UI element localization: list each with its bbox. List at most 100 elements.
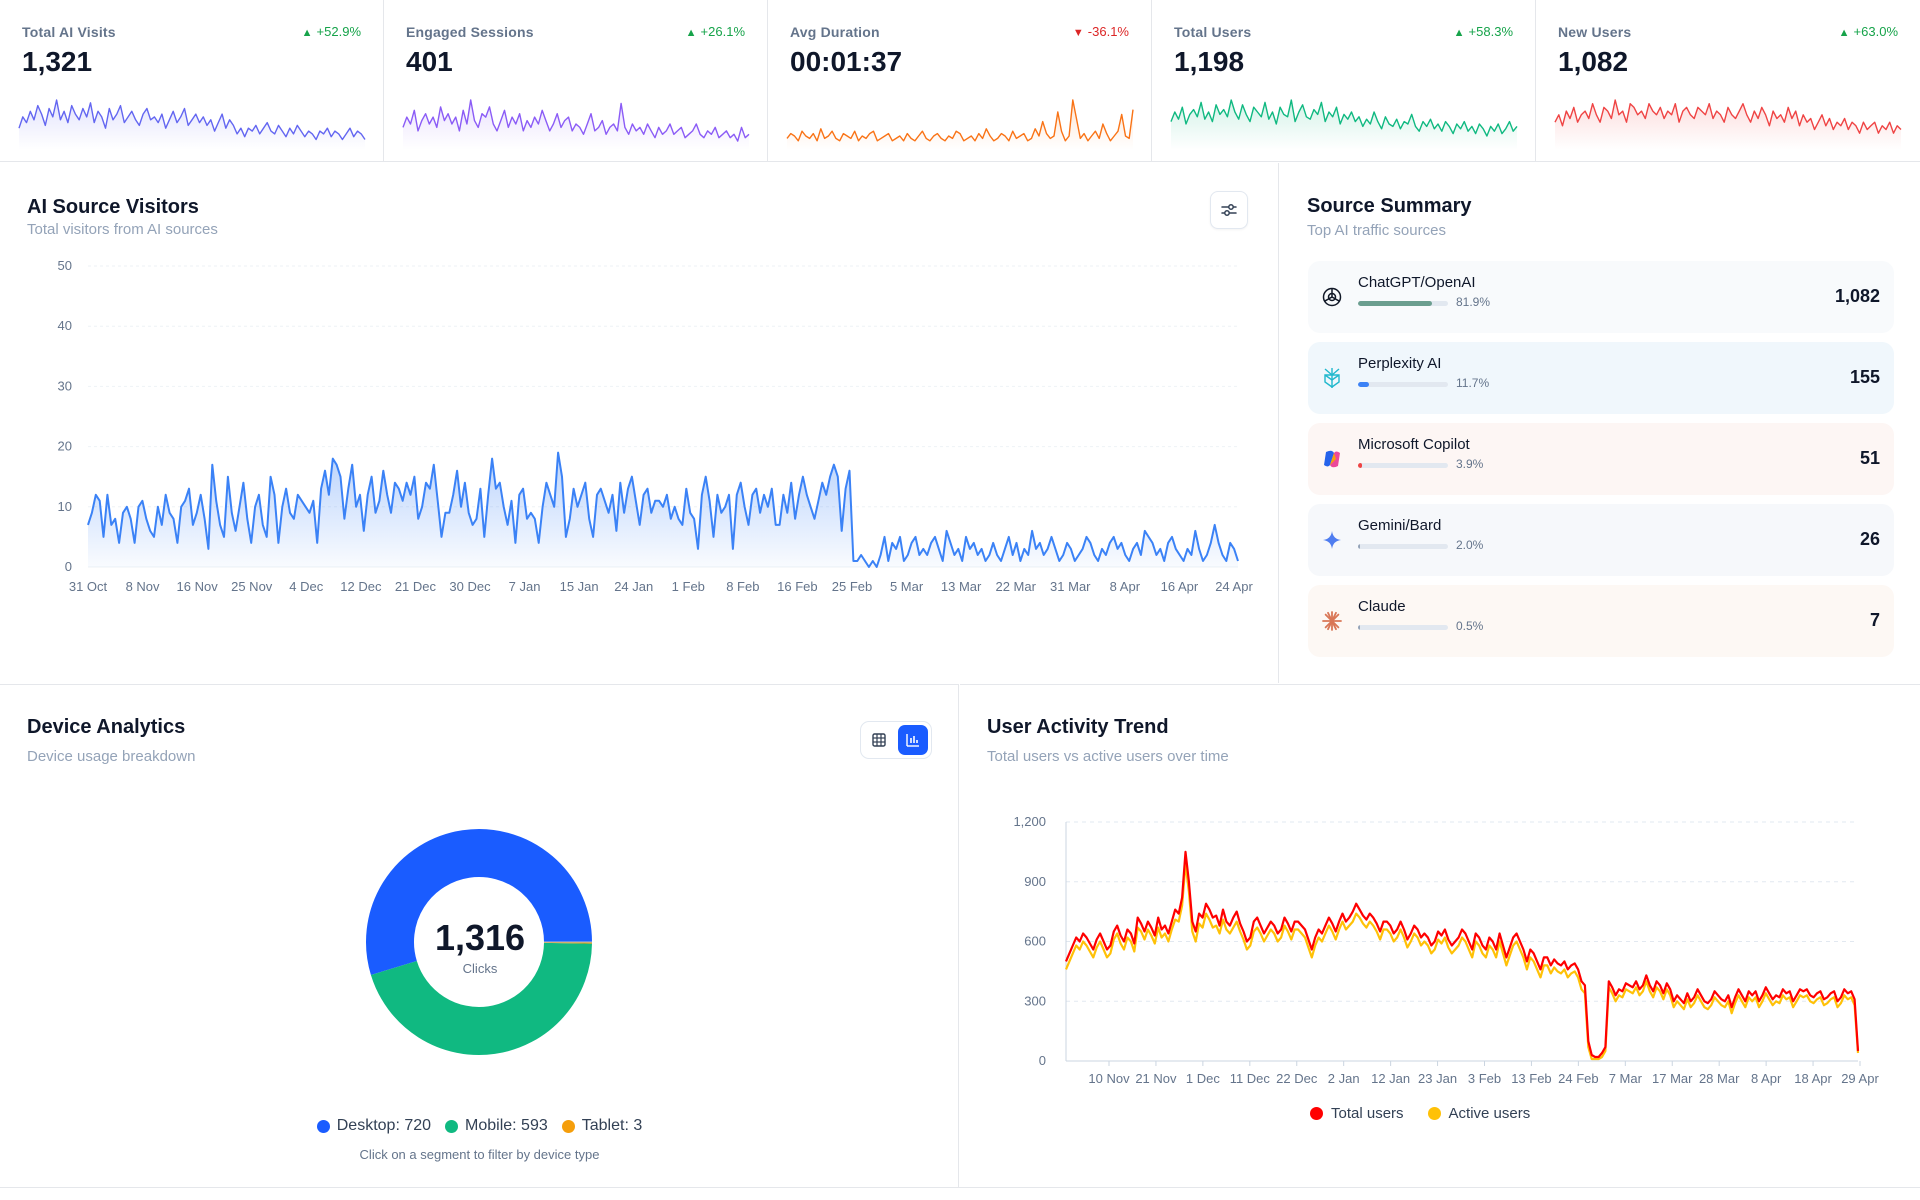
legend-item[interactable]: Desktop: 720 xyxy=(316,1117,432,1135)
trend-up-icon: ▲ xyxy=(685,27,697,39)
panel-subtitle: Total users vs active users over time xyxy=(987,748,1229,765)
x-tick-label: 16 Feb xyxy=(777,579,817,594)
kpi-sparkline xyxy=(18,99,366,150)
x-tick-label: 29 Apr xyxy=(1841,1071,1879,1086)
source-summary-panel: Source Summary Top AI traffic sources Ch… xyxy=(1280,163,1920,683)
kpi-card[interactable]: New Users ▲ +63.0% 1,082 xyxy=(1536,0,1920,162)
x-tick-label: 4 Dec xyxy=(289,579,323,594)
x-tick-label: 7 Mar xyxy=(1609,1071,1643,1086)
kpi-value: 1,198 xyxy=(1174,46,1245,77)
source-share-fill xyxy=(1358,625,1361,630)
kpi-delta-value: -36.1% xyxy=(1087,24,1129,39)
x-tick-label: 12 Jan xyxy=(1371,1071,1410,1086)
view-toggle xyxy=(860,721,932,759)
legend-dot xyxy=(445,1119,459,1133)
y-tick-label: 0 xyxy=(1039,1053,1046,1068)
donut-segment-mobile[interactable] xyxy=(370,942,592,1055)
x-tick-label: 16 Nov xyxy=(177,579,219,594)
legend-label: Desktop: 720 xyxy=(336,1117,432,1134)
source-name: ChatGPT/OpenAI xyxy=(1358,274,1476,291)
chart-view-button[interactable] xyxy=(898,725,928,755)
kpi-card[interactable]: Avg Duration ▼ -36.1% 00:01:37 xyxy=(768,0,1152,162)
source-share-bar xyxy=(1358,544,1448,549)
panel-subtitle: Total visitors from AI sources xyxy=(27,221,218,238)
trend-down-icon: ▼ xyxy=(1072,27,1084,39)
kpi-card[interactable]: Total AI Visits ▲ +52.9% 1,321 xyxy=(0,0,384,162)
kpi-label: Engaged Sessions xyxy=(406,24,534,40)
kpi-delta: ▲ +58.3% xyxy=(1454,24,1513,39)
kpi-sparkline xyxy=(402,99,750,150)
source-name: Microsoft Copilot xyxy=(1358,436,1470,453)
x-tick-label: 3 Feb xyxy=(1468,1071,1501,1086)
kpi-value: 00:01:37 xyxy=(790,46,903,77)
table-view-button[interactable] xyxy=(864,725,894,755)
legend-item[interactable]: Tablet: 3 xyxy=(561,1117,642,1135)
source-share-fill xyxy=(1358,301,1432,306)
donut-segment-desktop[interactable] xyxy=(366,829,592,975)
legend-item[interactable]: Active users xyxy=(1427,1105,1531,1122)
x-tick-label: 12 Dec xyxy=(340,579,382,594)
legend-item[interactable]: Mobile: 593 xyxy=(445,1117,548,1135)
sparkline-area xyxy=(787,100,1133,150)
kpi-card[interactable]: Total Users ▲ +58.3% 1,198 xyxy=(1152,0,1536,162)
sparkline-line xyxy=(1554,99,1902,134)
legend-label: Active users xyxy=(1448,1105,1531,1122)
x-tick-label: 25 Feb xyxy=(832,579,872,594)
sliders-icon xyxy=(1221,204,1237,216)
source-list: ChatGPT/OpenAI 81.9% 1,082 Perplexity AI 11.… xyxy=(1308,261,1894,666)
panel-subtitle: Device usage breakdown xyxy=(27,748,196,765)
sparkline-line xyxy=(1170,99,1518,137)
filter-settings-button[interactable] xyxy=(1210,191,1248,229)
table-icon xyxy=(872,733,886,747)
y-tick-label: 30 xyxy=(58,378,72,393)
x-tick-label: 17 Mar xyxy=(1652,1071,1693,1086)
x-tick-label: 24 Feb xyxy=(1558,1071,1598,1086)
source-value: 1,082 xyxy=(1834,286,1880,306)
source-item[interactable]: Microsoft Copilot 3.9% 51 xyxy=(1308,423,1894,495)
x-tick-label: 7 Jan xyxy=(509,579,541,594)
legend-dot xyxy=(1427,1107,1441,1120)
x-tick-label: 21 Dec xyxy=(395,579,437,594)
x-tick-label: 8 Nov xyxy=(126,579,160,594)
y-tick-label: 600 xyxy=(1024,934,1046,949)
kpi-sparkline xyxy=(1554,99,1902,150)
source-pct: 2.0% xyxy=(1456,538,1484,552)
kpi-delta-value: +58.3% xyxy=(1468,24,1513,39)
kpi-row: Total AI Visits ▲ +52.9% 1,321 Engaged Sessi… xyxy=(0,0,1920,162)
x-tick-label: 13 Feb xyxy=(1511,1071,1551,1086)
claude-icon xyxy=(1320,609,1344,633)
panel-subtitle: Top AI traffic sources xyxy=(1307,222,1446,239)
source-pct: 3.9% xyxy=(1456,457,1484,471)
kpi-delta: ▲ +26.1% xyxy=(686,24,745,39)
y-tick-label: 20 xyxy=(58,439,72,454)
area-line xyxy=(87,451,1239,568)
source-item[interactable]: Perplexity AI 11.7% 155 xyxy=(1308,342,1894,414)
y-tick-label: 10 xyxy=(58,499,72,514)
y-tick-label: 50 xyxy=(58,258,72,273)
openai-icon xyxy=(1320,285,1344,309)
gemini-icon xyxy=(1320,528,1344,552)
device-legend: Desktop: 720 Mobile: 593 Tablet: 3 xyxy=(0,1117,959,1135)
x-tick-label: 5 Mar xyxy=(890,579,924,594)
panel-title: Source Summary xyxy=(1307,195,1472,217)
source-item[interactable]: Claude 0.5% 7 xyxy=(1308,585,1894,657)
x-tick-label: 30 Dec xyxy=(449,579,491,594)
bar-chart-icon xyxy=(906,734,919,747)
kpi-label: New Users xyxy=(1558,24,1632,40)
legend-item[interactable]: Total users xyxy=(1310,1105,1404,1122)
source-name: Gemini/Bard xyxy=(1358,517,1442,534)
trend-up-icon: ▲ xyxy=(301,27,313,39)
source-item[interactable]: ChatGPT/OpenAI 81.9% 1,082 xyxy=(1308,261,1894,333)
kpi-delta-value: +52.9% xyxy=(316,24,361,39)
kpi-card[interactable]: Engaged Sessions ▲ +26.1% 401 xyxy=(384,0,768,162)
ai-visitors-area-chart: 0 10 20 30 40 50 31 Oct 8 Nov 16 Nov 25 Nov 4 Dec 1… xyxy=(58,258,1254,594)
donut-hint: Click on a segment to filter by device t… xyxy=(359,1147,600,1162)
source-item[interactable]: Gemini/Bard 2.0% 26 xyxy=(1308,504,1894,576)
y-tick-label: 1,200 xyxy=(1013,814,1046,829)
y-tick-label: 40 xyxy=(58,318,72,333)
series-line-total-users xyxy=(1064,850,1860,1059)
device-donut-chart[interactable] xyxy=(0,685,959,1105)
kpi-label: Total Users xyxy=(1174,24,1252,40)
x-tick-label: 15 Jan xyxy=(560,579,599,594)
source-value: 7 xyxy=(1869,610,1880,630)
